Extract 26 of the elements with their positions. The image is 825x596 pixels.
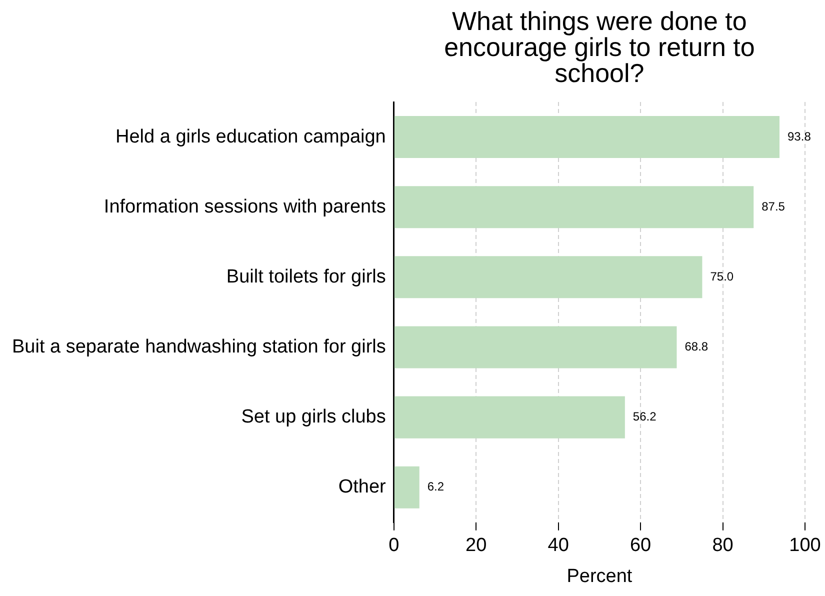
- bar: [394, 116, 780, 158]
- data-label: 93.8: [788, 129, 812, 144]
- y-tick-label: Held a girls education campaign: [115, 126, 386, 148]
- data-label: 68.8: [684, 340, 708, 354]
- bar: [394, 396, 625, 438]
- x-tick-label: 20: [466, 535, 487, 556]
- chart-title: What things were done to encourage girls to return to school?: [444, 6, 755, 88]
- data-label: 75.0: [710, 269, 734, 284]
- bar: [394, 326, 677, 368]
- x-tick-label: 0: [388, 535, 400, 556]
- data-label: 56.2: [632, 410, 657, 424]
- x-tick-label: 40: [548, 535, 569, 556]
- bar: [394, 186, 754, 228]
- x-tick-label: 100: [789, 535, 821, 556]
- x-tick-label: 60: [630, 535, 652, 556]
- data-label: 87.5: [762, 199, 786, 214]
- y-tick-label: Built toilets for girls: [226, 266, 386, 288]
- data-label: 6.2: [427, 480, 444, 494]
- y-tick-label: Information sessions with parents: [104, 196, 386, 218]
- bar: [394, 256, 702, 298]
- x-tick-label: 80: [712, 535, 734, 556]
- bar: [394, 466, 420, 508]
- y-tick-label: Set up girls clubs: [241, 406, 386, 428]
- y-tick-label: Buit a separate handwashing station for girls: [12, 336, 386, 358]
- x-axis-title: Percent: [566, 566, 633, 587]
- y-tick-label: Other: [338, 476, 387, 498]
